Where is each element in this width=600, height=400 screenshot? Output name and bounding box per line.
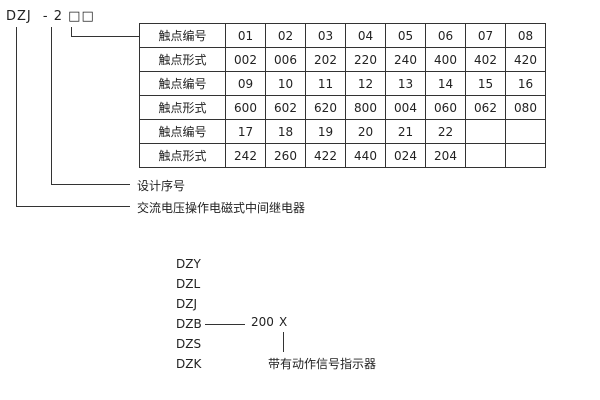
connector-design-h [51, 184, 130, 185]
table-row: 触点形式 002 006 202 220 240 400 402 420 [139, 47, 546, 72]
table-cell [505, 143, 546, 168]
table-cell: 260 [265, 143, 306, 168]
table-cell: 620 [305, 95, 346, 120]
table-cell: 05 [385, 23, 426, 48]
indicator-label: 带有动作信号指示器 [268, 357, 377, 371]
table-row: 触点编号 01 02 03 04 05 06 07 08 [139, 23, 546, 48]
model-code: DZJ - 2 □□ [6, 9, 95, 24]
table-cell: 08 [505, 23, 546, 48]
suffix-code: 200 [251, 315, 274, 329]
suffix-x: X [279, 315, 288, 329]
table-cell [505, 119, 546, 144]
connector-contact-h [71, 36, 139, 37]
table-cell: 062 [465, 95, 506, 120]
variant-item: DZS [176, 337, 202, 351]
connector-design [51, 27, 52, 185]
design-number-label: 设计序号 [137, 179, 186, 193]
contact-table: 触点编号 01 02 03 04 05 06 07 08 触点形式 002 006 202 220 240 4… [139, 23, 546, 168]
table-cell: 402 [465, 47, 506, 72]
relay-type-label: 交流电压操作电磁式中间继电器 [137, 201, 306, 215]
table-cell: 15 [465, 71, 506, 96]
table-cell: 242 [225, 143, 266, 168]
variant-item: DZY [176, 257, 201, 271]
row-header: 触点形式 [139, 143, 226, 168]
table-cell: 024 [385, 143, 426, 168]
table-cell: 204 [425, 143, 466, 168]
table-cell: 602 [265, 95, 306, 120]
variant-item: DZJ [176, 297, 197, 311]
table-cell: 13 [385, 71, 426, 96]
table-cell: 006 [265, 47, 306, 72]
table-cell: 01 [225, 23, 266, 48]
table-cell: 03 [305, 23, 346, 48]
row-header: 触点形式 [139, 95, 226, 120]
row-header: 触点编号 [139, 23, 226, 48]
table-row: 触点编号 17 18 19 20 21 22 [139, 119, 546, 144]
table-cell: 240 [385, 47, 426, 72]
table-cell: 14 [425, 71, 466, 96]
table-cell: 002 [225, 47, 266, 72]
table-cell: 600 [225, 95, 266, 120]
indicator-connector [283, 332, 284, 352]
connector-type [16, 27, 17, 207]
table-cell: 422 [305, 143, 346, 168]
table-cell: 400 [425, 47, 466, 72]
model-prefix: DZJ [6, 9, 32, 24]
variant-list: DZY DZL DZJ DZB DZS DZK [176, 254, 202, 374]
table-cell: 21 [385, 119, 426, 144]
row-header: 触点编号 [139, 71, 226, 96]
table-cell: 060 [425, 95, 466, 120]
variant-item: DZL [176, 277, 201, 291]
variant-connector [205, 324, 245, 325]
connector-type-h [16, 206, 130, 207]
row-header: 触点编号 [139, 119, 226, 144]
table-cell: 220 [345, 47, 386, 72]
table-row: 触点形式 242 260 422 440 024 204 [139, 143, 546, 168]
model-dash: - [42, 9, 49, 24]
table-cell [465, 119, 506, 144]
connector-contact [71, 27, 72, 37]
table-cell: 16 [505, 71, 546, 96]
table-cell: 22 [425, 119, 466, 144]
model-boxes: □□ [68, 9, 95, 24]
table-cell: 202 [305, 47, 346, 72]
table-cell: 12 [345, 71, 386, 96]
table-cell [465, 143, 506, 168]
table-cell: 17 [225, 119, 266, 144]
table-cell: 080 [505, 95, 546, 120]
table-cell: 004 [385, 95, 426, 120]
model-series: 2 [53, 9, 64, 24]
variant-item: DZB [176, 317, 202, 331]
table-cell: 800 [345, 95, 386, 120]
table-cell: 10 [265, 71, 306, 96]
table-cell: 04 [345, 23, 386, 48]
table-cell: 09 [225, 71, 266, 96]
row-header: 触点形式 [139, 47, 226, 72]
variant-item: DZK [176, 357, 202, 371]
table-cell: 07 [465, 23, 506, 48]
table-cell: 440 [345, 143, 386, 168]
table-cell: 06 [425, 23, 466, 48]
table-cell: 02 [265, 23, 306, 48]
table-cell: 11 [305, 71, 346, 96]
table-cell: 18 [265, 119, 306, 144]
table-row: 触点形式 600 602 620 800 004 060 062 080 [139, 95, 546, 120]
table-row: 触点编号 09 10 11 12 13 14 15 16 [139, 71, 546, 96]
table-cell: 420 [505, 47, 546, 72]
table-cell: 20 [345, 119, 386, 144]
table-cell: 19 [305, 119, 346, 144]
